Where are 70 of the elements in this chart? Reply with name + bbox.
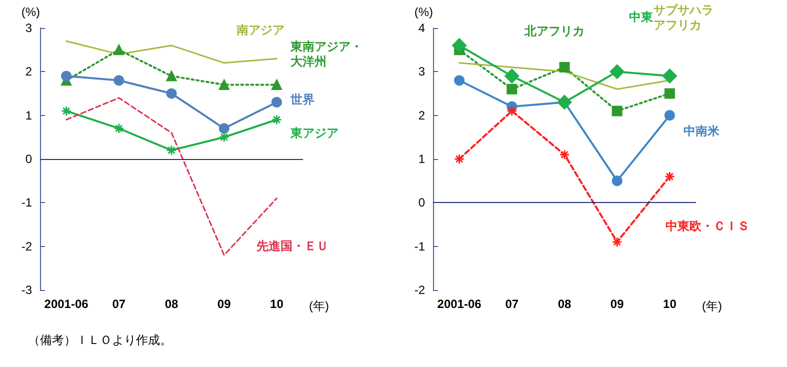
point	[664, 171, 675, 182]
y-tick-label: -2	[414, 283, 426, 297]
x-axis-title: (年)	[702, 299, 722, 313]
point	[271, 114, 282, 125]
point	[218, 123, 230, 134]
point	[271, 96, 282, 108]
y-axis-title: (%)	[414, 5, 433, 19]
y-tick-label: -3	[21, 283, 32, 297]
y-tick-label: 1	[418, 152, 426, 166]
y-tick-label: 0	[25, 152, 32, 166]
text: サブサハラアフリカ	[654, 2, 714, 32]
text: （備考）ＩＬＯより作成。	[28, 332, 173, 349]
x-axis-title: (年)	[309, 299, 329, 313]
x-tick-label: 10	[270, 297, 284, 311]
point	[662, 68, 677, 84]
x-tick-label: 08	[558, 297, 572, 311]
point	[166, 88, 177, 99]
x-tick-label: 07	[112, 297, 126, 311]
x-tick-label: 2001-06	[437, 297, 482, 311]
point	[506, 106, 518, 116]
x-tick-label: 10	[663, 297, 677, 311]
point	[114, 75, 124, 86]
y-tick-label: 0	[418, 196, 426, 210]
point	[61, 106, 72, 116]
y-axis-title: (%)	[21, 5, 40, 19]
y-tick-label: 2	[25, 64, 32, 79]
series-label: 中東欧・ＣＩＳ	[666, 218, 750, 233]
point	[166, 70, 177, 82]
series-label: 南アジア	[236, 23, 285, 38]
point	[559, 62, 570, 73]
y-tick-label: 3	[418, 64, 426, 79]
point	[559, 149, 570, 160]
x-tick-label: 09	[217, 297, 232, 311]
y-tick-label: -2	[21, 239, 32, 254]
series-label: 東南アジア・大洋州	[290, 39, 363, 68]
y-tick-label: 3	[25, 21, 32, 35]
line-series	[66, 40, 278, 64]
point	[61, 70, 72, 82]
series-label: 中南米	[684, 124, 721, 138]
y-tick-label: 1	[25, 108, 32, 122]
point	[218, 132, 230, 142]
point	[612, 106, 622, 116]
series-label: 先進国・ＥＵ	[256, 238, 329, 253]
text: 北アフリカ	[524, 24, 584, 38]
x-tick-label: 2001-06	[44, 297, 89, 311]
point	[664, 110, 675, 121]
point	[114, 44, 124, 56]
x-tick-label: 09	[610, 297, 624, 311]
point	[166, 145, 177, 156]
point	[612, 236, 622, 248]
point	[612, 176, 622, 186]
point	[610, 64, 624, 79]
y-tick-label: 2	[418, 108, 426, 122]
point	[452, 38, 467, 53]
series-label: 世界	[290, 92, 315, 107]
point	[506, 84, 518, 94]
point	[114, 123, 124, 134]
x-tick-label: 08	[164, 297, 178, 311]
point	[664, 88, 675, 99]
y-tick-label: -1	[414, 239, 426, 254]
point	[218, 80, 230, 90]
y-tick-label: -1	[21, 196, 32, 210]
series-label: 東アジア	[290, 126, 339, 140]
y-tick-label: 4	[418, 21, 426, 35]
text: 中東	[629, 10, 654, 24]
point	[454, 75, 465, 86]
point	[454, 154, 465, 164]
point	[504, 68, 520, 84]
point	[271, 80, 282, 90]
x-tick-label: 07	[505, 297, 519, 311]
